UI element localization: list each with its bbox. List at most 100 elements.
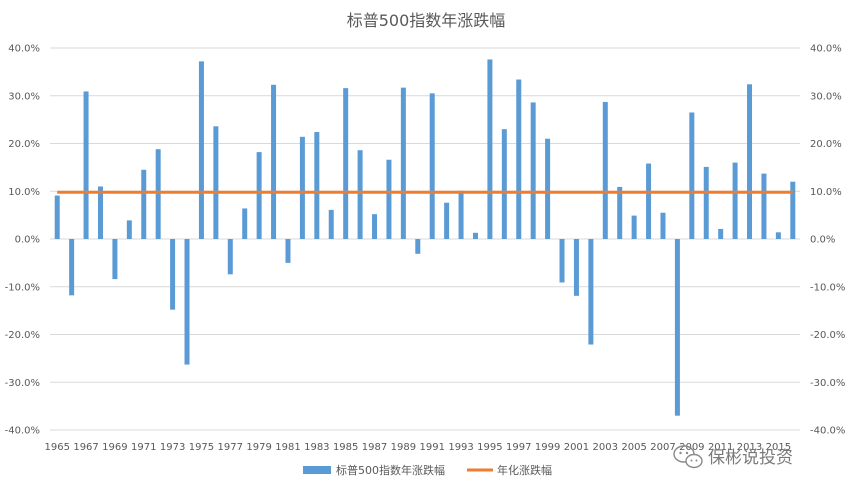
x-tick-label: 2003	[593, 442, 618, 453]
watermark-text: 保彬说投资	[708, 448, 793, 468]
legend-swatch-bars	[303, 466, 331, 474]
bar-2011	[718, 228, 724, 239]
bar-2003	[602, 101, 608, 240]
bar-2007	[660, 212, 666, 239]
x-tick-label: 1997	[506, 442, 531, 453]
y-tick-label-right: -40.0%	[810, 426, 845, 437]
bar-2009	[689, 112, 695, 239]
y-tick-label-left: 0.0%	[15, 235, 40, 246]
bar-1991	[429, 93, 435, 239]
bar-2006	[646, 163, 652, 239]
bar-1976	[213, 126, 219, 239]
x-tick-label: 1985	[333, 442, 358, 453]
bar-2002	[588, 239, 594, 345]
grid-layer	[50, 47, 800, 431]
bar-1985	[343, 88, 349, 239]
bar-1978	[242, 208, 248, 239]
y-tick-label-left: -40.0%	[5, 426, 40, 437]
bar-1967	[83, 91, 89, 239]
bar-2012	[732, 162, 738, 239]
bar-1972	[155, 149, 161, 239]
x-tick-label: 1981	[275, 442, 300, 453]
bar-1971	[141, 169, 147, 239]
x-tick-label: 2011	[708, 442, 733, 453]
x-tick-label: 2001	[564, 442, 589, 453]
y-tick-label-left: 30.0%	[8, 91, 40, 102]
y-tick-label-left: -10.0%	[5, 282, 40, 293]
bar-1990	[415, 239, 421, 254]
bar-1974	[184, 239, 190, 365]
legend-label-line: 年化涨跌幅	[497, 463, 552, 477]
x-tick-label: 1969	[102, 442, 127, 453]
chart-title: 标普500指数年涨跌幅	[347, 11, 506, 30]
x-tick-label: 2013	[737, 442, 762, 453]
bar-1998	[530, 102, 536, 239]
y-tick-label-right: -10.0%	[810, 282, 845, 293]
y-tick-label-right: 10.0%	[810, 187, 842, 198]
x-tick-label: 1983	[304, 442, 329, 453]
legend-label-bars: 标普500指数年涨跌幅	[336, 463, 445, 477]
bar-1982	[299, 136, 305, 239]
bar-1975	[198, 61, 204, 240]
bar-1994	[472, 232, 478, 239]
axis-layer: -40.0% -40.0% -30.0% -30.0% -20.0% -20.0% -10.…	[5, 44, 846, 454]
legend: 标普500指数年涨跌幅 年化涨跌幅	[303, 463, 552, 477]
y-tick-label-left: -30.0%	[5, 378, 40, 389]
bar-2004	[617, 186, 623, 239]
x-tick-label: 1965	[44, 442, 69, 453]
bar-1988	[386, 159, 392, 239]
bar-1979	[256, 152, 262, 239]
y-tick-label-left: 40.0%	[8, 44, 40, 55]
y-tick-label-left: 20.0%	[8, 139, 40, 150]
y-tick-label-right: -30.0%	[810, 378, 845, 389]
x-tick-label: 1991	[419, 442, 444, 453]
x-tick-label: 1989	[391, 442, 416, 453]
bar-1968	[97, 186, 103, 239]
x-tick-label: 2005	[621, 442, 646, 453]
x-tick-label: 1995	[477, 442, 502, 453]
bar-layer	[54, 59, 796, 416]
x-tick-label: 1971	[131, 442, 156, 453]
x-tick-label: 1987	[362, 442, 387, 453]
x-tick-label: 1967	[73, 442, 98, 453]
bar-2010	[703, 166, 709, 239]
bar-1996	[501, 129, 507, 239]
bar-1989	[400, 87, 406, 239]
bar-1980	[271, 84, 277, 239]
bar-1993	[458, 190, 464, 239]
bar-1987	[372, 214, 378, 239]
x-tick-label: 2009	[679, 442, 704, 453]
bar-2008	[674, 239, 680, 416]
bar-1981	[285, 239, 291, 263]
x-tick-label: 2007	[650, 442, 675, 453]
bar-1969	[112, 239, 118, 280]
watermark: 保彬说投资	[673, 445, 793, 469]
bar-1973	[170, 239, 176, 310]
bar-1977	[227, 239, 233, 275]
y-tick-label-right: 0.0%	[810, 235, 835, 246]
bar-1984	[328, 209, 334, 239]
y-tick-label-right: -20.0%	[810, 330, 845, 341]
x-tick-label: 1979	[246, 442, 271, 453]
bar-2001	[573, 239, 579, 296]
bar-2015	[775, 232, 781, 239]
bar-1986	[357, 150, 363, 239]
x-tick-label: 1973	[160, 442, 185, 453]
bar-2016	[790, 181, 796, 239]
bar-1983	[314, 132, 320, 239]
y-tick-label-right: 20.0%	[810, 139, 842, 150]
bar-1966	[69, 239, 75, 296]
bar-2014	[761, 173, 767, 239]
y-tick-label-left: 10.0%	[8, 187, 40, 198]
y-tick-label-right: 30.0%	[810, 91, 842, 102]
x-tick-label: 1977	[218, 442, 243, 453]
bar-2013	[747, 84, 753, 239]
y-tick-label-right: 40.0%	[810, 44, 842, 55]
bar-1995	[487, 59, 493, 240]
bar-1997	[516, 79, 522, 239]
x-tick-label: 1993	[448, 442, 473, 453]
bar-2000	[559, 239, 565, 283]
x-tick-label: 1975	[189, 442, 214, 453]
